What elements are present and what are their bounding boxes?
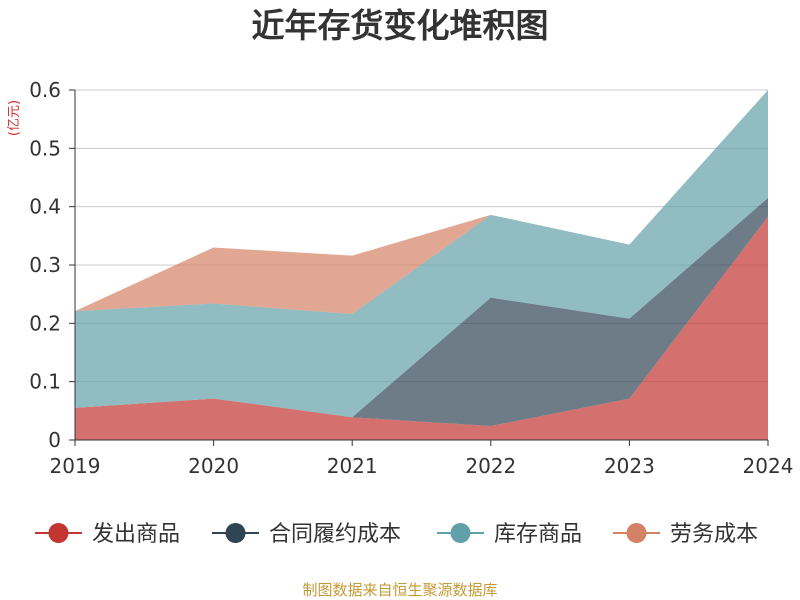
x-tick-label: 2024 — [743, 454, 794, 478]
x-tick-label: 2020 — [188, 454, 239, 478]
legend-item[interactable]: 劳务成本 — [613, 522, 758, 547]
legend: 发出商品 合同履约成本 库存商品 劳务成本 — [35, 522, 758, 547]
x-tick-label: 2022 — [465, 454, 516, 478]
x-tick-label: 2021 — [327, 454, 378, 478]
y-tick-label: 0.5 — [29, 136, 61, 160]
data-source-note: 制图数据来自恒生聚源数据库 — [302, 581, 497, 599]
legend-label: 劳务成本 — [670, 522, 758, 547]
y-tick-label: 0.4 — [29, 195, 61, 219]
area-2[interactable] — [75, 90, 768, 418]
chart-title: 近年存货变化堆积图 — [252, 6, 549, 45]
y-tick-label: 0.3 — [29, 253, 61, 277]
y-axis-unit-label: (亿元) — [7, 100, 22, 136]
legend-item[interactable]: 库存商品 — [437, 522, 582, 547]
legend-item[interactable]: 合同履约成本 — [212, 522, 401, 547]
y-tick-label: 0.1 — [29, 370, 61, 394]
x-tick-label: 2019 — [50, 454, 101, 478]
legend-label: 发出商品 — [92, 522, 180, 547]
y-tick-label: 0 — [48, 428, 61, 452]
legend-item[interactable]: 发出商品 — [35, 522, 180, 547]
area-0[interactable] — [75, 216, 768, 440]
area-series — [75, 90, 768, 440]
legend-swatch-marker — [450, 523, 471, 543]
y-tick-label: 0.2 — [29, 311, 61, 335]
axes: 0 0.1 0.2 0.3 0.4 0.5 0.6 2019 2020 2021 2022 2023 2… — [29, 78, 793, 478]
legend-swatch-marker — [626, 523, 647, 543]
legend-label: 合同履约成本 — [269, 522, 401, 547]
x-tick-label: 2023 — [604, 454, 655, 478]
area-3[interactable] — [75, 90, 768, 314]
area-1[interactable] — [75, 197, 768, 426]
legend-swatch-marker — [225, 523, 246, 543]
legend-swatch-marker — [48, 523, 69, 543]
legend-label: 库存商品 — [494, 522, 582, 547]
y-tick-label: 0.6 — [29, 78, 61, 102]
